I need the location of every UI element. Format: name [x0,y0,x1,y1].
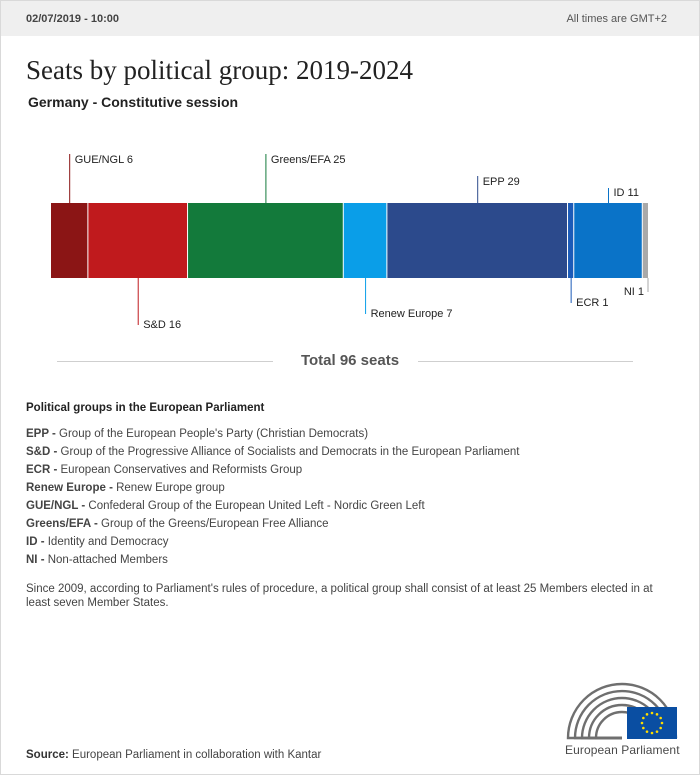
bar-segment-ecr [568,203,574,278]
legend-abbr: S&D - [26,446,58,458]
total-seats-label: Total 96 seats [300,352,400,369]
eu-star [655,730,659,733]
timezone-note: All times are GMT+2 [566,13,667,25]
legend-abbr: GUE/NGL - [26,500,86,512]
eu-star [650,711,654,715]
eu-star [645,713,649,716]
legend-abbr: NI - [26,554,45,566]
bar-segment-ni [642,203,648,278]
eu-star [650,731,654,735]
bar-label: S&D 16 [143,319,181,331]
source-text: European Parliament in collaboration wit… [72,749,322,761]
bar-label: EPP 29 [483,176,520,188]
source-label: Source: [26,749,69,761]
legend-text: Renew Europe group [116,482,225,494]
legend-item: Greens/EFA - Group of the Greens/Europea… [26,518,519,536]
legend-item: Renew Europe - Renew Europe group [26,482,519,500]
legend-text: European Conservatives and Reformists Gr… [60,464,303,476]
legend-item: EPP - Group of the European People's Par… [26,428,519,446]
legend-text: Group of the Progressive Alliance of Soc… [60,446,520,458]
source-line: Source: European Parliament in collabora… [26,749,321,761]
legend-text: Group of the European People's Party (Ch… [59,428,369,440]
legend-text: Identity and Democracy [47,536,169,548]
chart-subtitle: Germany - Constitutive session [28,94,239,110]
top-bar: 02/07/2019 - 10:00 All times are GMT+2 [1,1,699,36]
eu-stars [640,711,664,735]
european-parliament-logo-text: European Parliament [565,743,680,757]
legend-abbr: ID - [26,536,45,548]
date-time: 02/07/2019 - 10:00 [26,13,119,25]
legend-item: S&D - Group of the Progressive Alliance … [26,446,519,464]
legend-text: Group of the Greens/European Free Allian… [101,518,329,530]
legend-abbr: Renew Europe - [26,482,113,494]
stacked-seat-bar-chart: GUE/NGL 6 S&D 16 Greens/EFA 25 Renew Europe… [51,154,649,331]
bar-label: ID 11 [614,187,639,199]
bar-label: Renew Europe 7 [371,308,453,320]
bar-label: Greens/EFA 25 [271,154,346,166]
chart-title: Seats by political group: 2019-2024 [26,55,413,85]
eu-star [660,721,664,725]
legend-abbr: EPP - [26,428,56,440]
legend-text: Non-attached Members [47,554,168,566]
bar-segment-s-d [88,203,188,278]
legend-text: Confederal Group of the European United … [88,500,425,512]
eu-star [642,716,645,720]
legend-abbr: ECR - [26,464,58,476]
legend-title: Political groups in the European Parliam… [26,402,265,414]
total-divider-left [57,361,273,362]
european-parliament-hemicycle-icon [566,682,678,740]
legend-item: ECR - European Conservatives and Reformi… [26,464,519,482]
eu-star [659,726,662,730]
eu-star [655,713,659,716]
bar-label: GUE/NGL 6 [75,154,133,166]
legend-item: GUE/NGL - Confederal Group of the Europe… [26,500,519,518]
eu-star [659,716,662,720]
bar-segment-epp [387,203,568,278]
eu-star [640,721,644,725]
legend-list: EPP - Group of the European People's Par… [26,428,519,572]
bar-segment-greens-efa [188,203,343,278]
bar-segment-renew-europe [343,203,387,278]
rules-note: Since 2009, according to Parliament's ru… [26,583,653,609]
legend-item: ID - Identity and Democracy [26,536,519,554]
bar-segment-id [574,203,642,278]
bar-label: ECR 1 [576,297,608,309]
total-divider-right [418,361,633,362]
bar-label: NI 1 [624,286,644,298]
eu-star [645,730,649,733]
bar-segment-gue-ngl [51,203,88,278]
eu-star [642,726,645,730]
legend-abbr: Greens/EFA - [26,518,98,530]
legend-item: NI - Non-attached Members [26,554,519,572]
